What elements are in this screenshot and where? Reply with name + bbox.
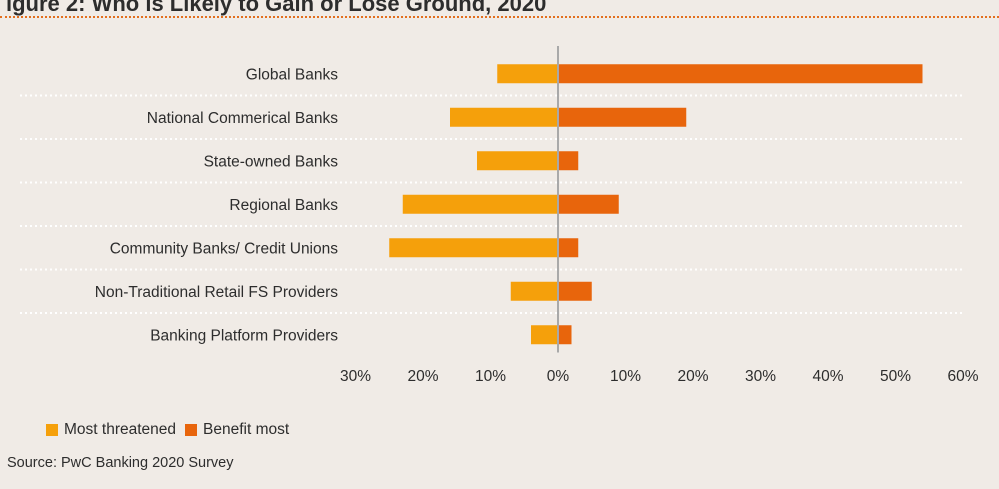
chart-title: igure 2: Who is Likely to Gain or Lose G… — [6, 0, 547, 16]
category-label-community-banks-credit-unions: Community Banks/ Credit Unions — [110, 240, 339, 257]
source-note: Source: PwC Banking 2020 Survey — [7, 455, 234, 471]
bar-most-threatened-state-owned-banks — [477, 151, 558, 171]
bar-benefit-most-regional-banks — [558, 194, 619, 214]
x-tick-label: 20% — [407, 368, 438, 385]
title-divider — [0, 16, 999, 18]
category-label-national-commerical-banks: National Commerical Banks — [147, 110, 338, 127]
category-label-global-banks: Global Banks — [246, 66, 338, 83]
x-tick-label: 30% — [340, 368, 371, 385]
legend: Most threatened Benefit most — [46, 421, 298, 439]
bar-most-threatened-non-traditional-retail-fs-providers — [510, 281, 558, 301]
legend-item-benefit-most: Benefit most — [185, 421, 289, 439]
x-tick-label: 0% — [547, 368, 570, 385]
legend-swatch-benefit-most — [185, 424, 198, 436]
category-label-regional-banks: Regional Banks — [229, 197, 338, 214]
bar-most-threatened-banking-platform-providers — [531, 325, 558, 345]
bar-most-threatened-regional-banks — [402, 194, 558, 214]
legend-label-benefit-most: Benefit most — [203, 421, 290, 438]
legend-item-most-threatened: Most threatened — [46, 421, 176, 439]
x-tick-label: 60% — [947, 368, 978, 385]
bar-most-threatened-national-commerical-banks — [450, 107, 558, 127]
x-tick-label: 50% — [880, 368, 911, 385]
bar-benefit-most-state-owned-banks — [558, 151, 579, 171]
category-label-banking-platform-providers: Banking Platform Providers — [150, 327, 338, 344]
bars — [389, 64, 923, 345]
x-tick-label: 20% — [677, 368, 708, 385]
bar-benefit-most-non-traditional-retail-fs-providers — [558, 281, 592, 301]
x-tick-label: 10% — [610, 368, 641, 385]
bar-benefit-most-community-banks-credit-unions — [558, 238, 579, 258]
legend-label-most-threatened: Most threatened — [64, 421, 177, 438]
category-label-non-traditional-retail-fs-providers: Non-Traditional Retail FS Providers — [95, 284, 338, 301]
category-labels: Global Banks National Commerical Banks Sta… — [95, 66, 338, 344]
bar-benefit-most-national-commerical-banks — [558, 107, 687, 127]
bar-benefit-most-banking-platform-providers — [558, 325, 572, 345]
bar-most-threatened-community-banks-credit-unions — [389, 238, 558, 258]
bar-most-threatened-global-banks — [497, 64, 558, 84]
x-tick-label: 30% — [745, 368, 776, 385]
x-tick-label: 10% — [475, 368, 506, 385]
legend-swatch-most-threatened — [46, 424, 58, 436]
x-tick-label: 40% — [812, 368, 843, 385]
diverging-bar-chart: Global Banks National Commerical Banks Sta… — [20, 46, 979, 385]
x-tick-labels: 30% 20% 10% 0% 10% 20% 30% 40% 50% 60% — [340, 368, 979, 385]
category-label-state-owned-banks: State-owned Banks — [204, 153, 339, 170]
bar-benefit-most-global-banks — [558, 64, 923, 84]
